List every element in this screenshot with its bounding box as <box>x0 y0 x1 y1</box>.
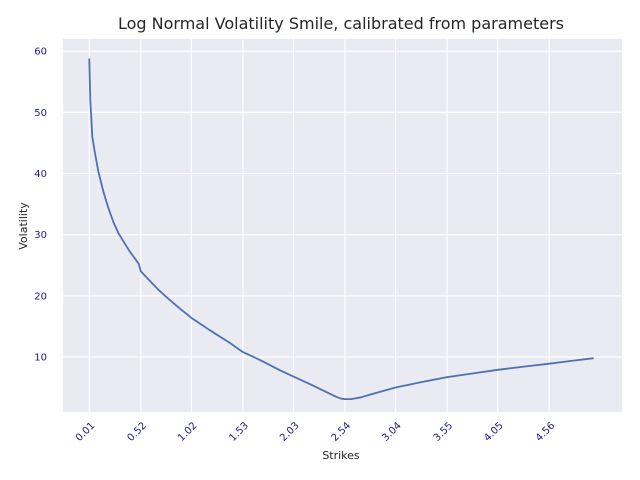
y-tick-label: 60 <box>34 47 47 58</box>
y-tick-label: 40 <box>34 169 47 180</box>
x-tick-label: 1.53 <box>228 420 252 444</box>
y-tick-label: 30 <box>34 230 47 241</box>
y-tick-label: 10 <box>34 352 47 363</box>
x-tick-label: 3.55 <box>432 420 456 444</box>
x-tick-label: 4.05 <box>482 420 506 444</box>
grid-lines <box>63 39 622 412</box>
x-tick-label: 1.02 <box>176 420 200 444</box>
x-tick-label: 2.03 <box>278 420 302 444</box>
y-tick-label: 50 <box>34 108 47 119</box>
chart-title: Log Normal Volatility Smile, calibrated … <box>118 14 564 33</box>
x-tick-label: 2.54 <box>330 420 354 444</box>
plot-area <box>63 39 622 412</box>
series-line <box>88 58 594 401</box>
x-tick-label: 4.56 <box>534 420 558 444</box>
y-tick-label: 20 <box>34 291 47 302</box>
y-axis-label: Volatility <box>17 202 30 250</box>
y-axis-ticks: 10 20 30 40 50 60 <box>34 47 47 364</box>
x-tick-label: 0.01 <box>74 420 98 444</box>
x-axis-label: Strikes <box>322 449 360 462</box>
x-axis-ticks: 0.01 0.52 1.02 1.53 2.03 2.54 3.04 3.55 4.05 4.56 <box>74 420 557 444</box>
x-tick-label: 0.52 <box>125 420 149 444</box>
x-tick-label: 3.04 <box>380 420 404 444</box>
